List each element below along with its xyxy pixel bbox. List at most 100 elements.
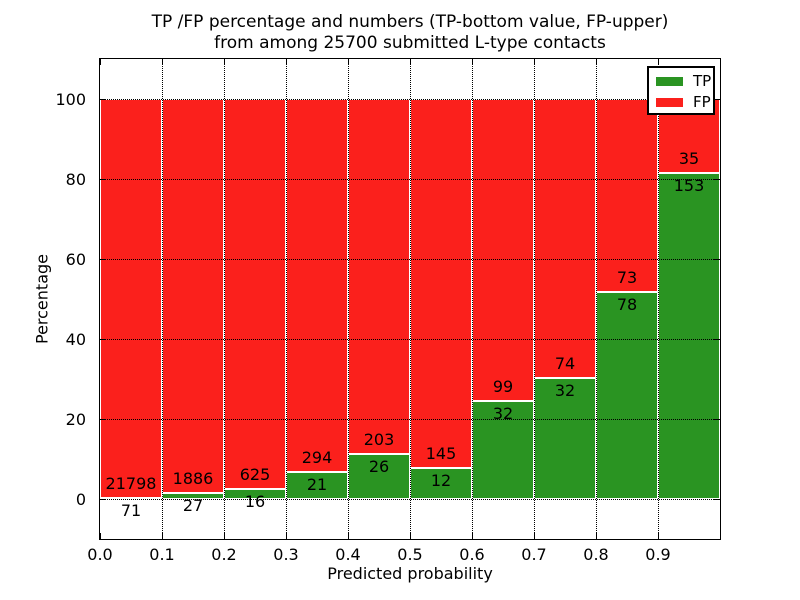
gridline-x-0.7: [534, 59, 535, 539]
y-tick-right-0: [714, 499, 720, 500]
x-tick-label-0.2: 0.2: [211, 545, 237, 564]
fp-count-label-8: 73: [616, 268, 638, 288]
bar-tp-6: [472, 401, 534, 499]
y-tick-right-100: [714, 99, 720, 100]
gridline-x-0.6: [472, 59, 473, 539]
tp-count-label-3: 21: [306, 475, 328, 495]
y-tick-left-20: [100, 419, 106, 420]
bar-tp-7: [534, 378, 596, 499]
fp-count-label-9: 35: [678, 149, 700, 169]
x-tick-bottom-0.9: [658, 533, 659, 539]
bar-tp-4: [348, 453, 410, 499]
y-tick-label-80: 80: [65, 170, 86, 189]
gridline-x-0.3: [286, 59, 287, 539]
x-tick-bottom-0.2: [224, 533, 225, 539]
bar-tp-9: [658, 173, 720, 499]
y-tick-left-60: [100, 259, 106, 260]
tp-count-label-7: 32: [554, 381, 576, 401]
x-tick-bottom-0.6: [472, 533, 473, 539]
x-tick-label-0.4: 0.4: [335, 545, 361, 564]
legend: TP FP: [647, 66, 715, 115]
y-tick-right-40: [714, 339, 720, 340]
y-tick-label-40: 40: [65, 330, 86, 349]
x-tick-bottom-0.4: [348, 533, 349, 539]
gridline-x-0.8: [596, 59, 597, 539]
y-tick-right-20: [714, 419, 720, 420]
x-tick-top-0.9: [658, 59, 659, 65]
legend-entry-fp: FP: [649, 94, 713, 111]
gridline-x-0.4: [348, 59, 349, 539]
x-tick-top-0.0: [100, 59, 101, 65]
gridline-x-0.2: [224, 59, 225, 539]
x-tick-label-0.8: 0.8: [583, 545, 609, 564]
y-tick-right-60: [714, 259, 720, 260]
x-tick-top-0.3: [286, 59, 287, 65]
x-tick-label-0.6: 0.6: [459, 545, 485, 564]
y-tick-label-0: 0: [75, 490, 86, 509]
tp-count-label-9: 153: [673, 176, 705, 196]
x-tick-top-0.4: [348, 59, 349, 65]
x-tick-top-0.8: [596, 59, 597, 65]
bar-fp-7: [534, 99, 596, 379]
legend-entry-tp: TP: [649, 73, 713, 90]
x-tick-bottom-0.8: [596, 533, 597, 539]
bar-tp-5: [410, 468, 472, 499]
bar-fp-6: [472, 99, 534, 402]
tp-count-label-2: 16: [244, 492, 266, 511]
chart-title-line-2: from among 25700 submitted L-type contac…: [214, 33, 606, 53]
y-tick-label-100: 100: [55, 90, 86, 109]
bar-tp-8: [596, 292, 658, 499]
x-tick-label-0.0: 0.0: [87, 545, 113, 564]
x-tick-top-0.5: [410, 59, 411, 65]
bar-fp-5: [410, 99, 472, 469]
fp-count-label-1: 1886: [172, 469, 214, 489]
x-tick-top-0.6: [472, 59, 473, 65]
gridline-x-0.9: [658, 59, 659, 539]
tp-count-label-0: 71: [120, 500, 142, 520]
fp-count-label-0: 21798: [105, 473, 157, 493]
x-tick-top-0.7: [534, 59, 535, 65]
chart-title-line-1: TP /FP percentage and numbers (TP-bottom…: [151, 12, 669, 32]
x-tick-bottom-0.0: [100, 533, 101, 539]
y-tick-label-20: 20: [65, 410, 86, 429]
tp-count-label-8: 78: [616, 295, 638, 315]
y-tick-left-40: [100, 339, 106, 340]
tp-color-swatch: [656, 77, 683, 86]
x-tick-bottom-0.5: [410, 533, 411, 539]
bar-fp-1: [162, 99, 224, 494]
y-tick-left-80: [100, 179, 106, 180]
x-tick-top-0.2: [224, 59, 225, 65]
fp-count-label-6: 99: [492, 377, 514, 397]
fp-count-label-2: 625: [239, 465, 271, 484]
tp-count-label-4: 26: [368, 456, 390, 476]
y-tick-left-100: [100, 99, 106, 100]
x-tick-label-0.1: 0.1: [149, 545, 175, 564]
fp-count-label-4: 203: [363, 429, 395, 449]
y-tick-left-0: [100, 499, 106, 500]
bar-fp-3: [286, 99, 348, 473]
x-tick-label-0.3: 0.3: [273, 545, 299, 564]
y-tick-right-80: [714, 179, 720, 180]
fp-count-label-5: 145: [425, 444, 457, 464]
bar-fp-0: [100, 99, 162, 498]
bar-fp-2: [224, 99, 286, 489]
x-tick-label-0.7: 0.7: [521, 545, 547, 564]
gridline-x-0.1: [162, 59, 163, 539]
x-tick-bottom-0.3: [286, 533, 287, 539]
bar-fp-8: [596, 99, 658, 293]
tp-count-label-6: 32: [492, 404, 514, 424]
x-tick-label-0.9: 0.9: [645, 545, 671, 564]
x-tick-bottom-0.7: [534, 533, 535, 539]
tp-count-label-1: 27: [182, 496, 204, 516]
legend-label-tp: TP: [693, 72, 712, 90]
x-axis-label: Predicted probability: [327, 564, 493, 583]
bar-fp-4: [348, 99, 410, 454]
fp-color-swatch: [656, 98, 683, 107]
x-tick-bottom-0.1: [162, 533, 163, 539]
y-tick-label-60: 60: [65, 250, 86, 269]
x-tick-label-0.5: 0.5: [397, 545, 423, 564]
fp-count-label-3: 294: [301, 448, 333, 468]
x-tick-top-0.1: [162, 59, 163, 65]
tp-count-label-5: 12: [430, 471, 452, 491]
